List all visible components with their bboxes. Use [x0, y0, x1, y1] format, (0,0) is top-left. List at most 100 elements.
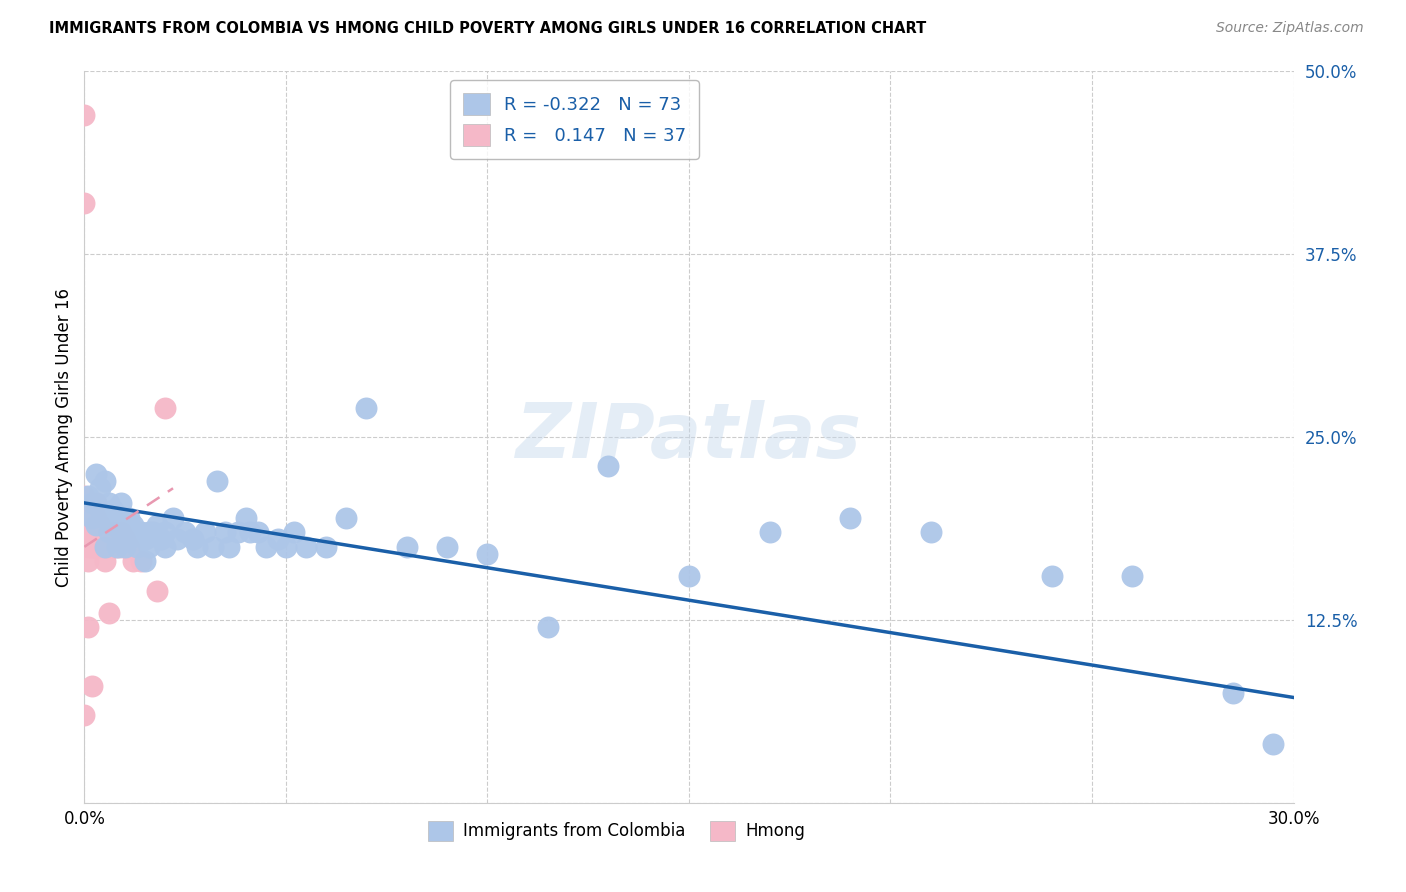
Point [77, 496, 100, 510]
Point [93, 525, 115, 540]
Point [105, 540, 128, 554]
Point [97, 606, 120, 620]
Point [86, 517, 108, 532]
Point [121, 554, 143, 568]
Point [181, 533, 204, 547]
Point [110, 525, 132, 540]
Point [134, 554, 156, 568]
Point [89, 481, 111, 495]
Point [118, 533, 141, 547]
Point [77, 489, 100, 503]
Point [315, 540, 337, 554]
Point [82, 510, 104, 524]
Point [114, 533, 136, 547]
Point [110, 540, 132, 554]
Point [162, 510, 184, 524]
Point [105, 510, 128, 524]
Point [82, 679, 104, 693]
Point [86, 510, 108, 524]
Point [73, 108, 96, 122]
Point [77, 540, 100, 554]
Point [1263, 737, 1285, 751]
Point [246, 525, 269, 540]
Point [125, 540, 148, 554]
Point [153, 525, 176, 540]
Point [356, 401, 378, 415]
Point [86, 540, 108, 554]
Point [77, 510, 100, 524]
Point [267, 533, 290, 547]
Text: ZIPatlas: ZIPatlas [516, 401, 862, 474]
Point [114, 540, 136, 554]
Point [89, 517, 111, 532]
Point [114, 510, 136, 524]
Point [758, 525, 780, 540]
Point [254, 540, 277, 554]
Point [89, 503, 111, 517]
Point [678, 569, 700, 583]
Text: IMMIGRANTS FROM COLOMBIA VS HMONG CHILD POVERTY AMONG GIRLS UNDER 16 CORRELATION: IMMIGRANTS FROM COLOMBIA VS HMONG CHILD … [49, 21, 927, 36]
Point [121, 517, 143, 532]
Point [73, 708, 96, 723]
Point [149, 533, 172, 547]
Point [77, 554, 100, 568]
Point [97, 525, 120, 540]
Point [235, 510, 257, 524]
Point [73, 533, 96, 547]
Point [125, 525, 148, 540]
Point [129, 525, 152, 540]
Point [146, 583, 169, 598]
Point [93, 510, 115, 524]
Point [82, 525, 104, 540]
Point [77, 525, 100, 540]
Point [93, 540, 115, 554]
Point [920, 525, 942, 540]
Point [86, 467, 108, 481]
Point [166, 533, 188, 547]
Point [537, 620, 560, 634]
Point [146, 517, 169, 532]
Point [82, 540, 104, 554]
Point [142, 525, 165, 540]
Point [395, 540, 418, 554]
Point [114, 525, 136, 540]
Point [93, 554, 115, 568]
Point [1040, 569, 1063, 583]
Point [89, 540, 111, 554]
Point [194, 525, 217, 540]
Point [110, 496, 132, 510]
Point [226, 525, 249, 540]
Point [77, 620, 100, 634]
Point [118, 510, 141, 524]
Point [73, 510, 96, 524]
Point [105, 540, 128, 554]
Y-axis label: Child Poverty Among Girls Under 16: Child Poverty Among Girls Under 16 [55, 287, 73, 587]
Point [202, 540, 225, 554]
Point [82, 503, 104, 517]
Point [1121, 569, 1143, 583]
Text: Source: ZipAtlas.com: Source: ZipAtlas.com [1216, 21, 1364, 35]
Point [295, 540, 318, 554]
Point [283, 525, 305, 540]
Point [101, 540, 124, 554]
Point [138, 525, 160, 540]
Point [839, 510, 862, 524]
Point [239, 525, 262, 540]
Point [86, 525, 108, 540]
Point [153, 540, 176, 554]
Point [110, 510, 132, 524]
Point [101, 503, 124, 517]
Point [477, 547, 499, 561]
Point [214, 525, 236, 540]
Point [118, 540, 141, 554]
Point [93, 540, 115, 554]
Point [174, 525, 197, 540]
Point [82, 496, 104, 510]
Point [101, 525, 124, 540]
Point [73, 489, 96, 503]
Point [207, 474, 229, 488]
Point [86, 496, 108, 510]
Point [110, 525, 132, 540]
Point [134, 533, 156, 547]
Point [153, 401, 176, 415]
